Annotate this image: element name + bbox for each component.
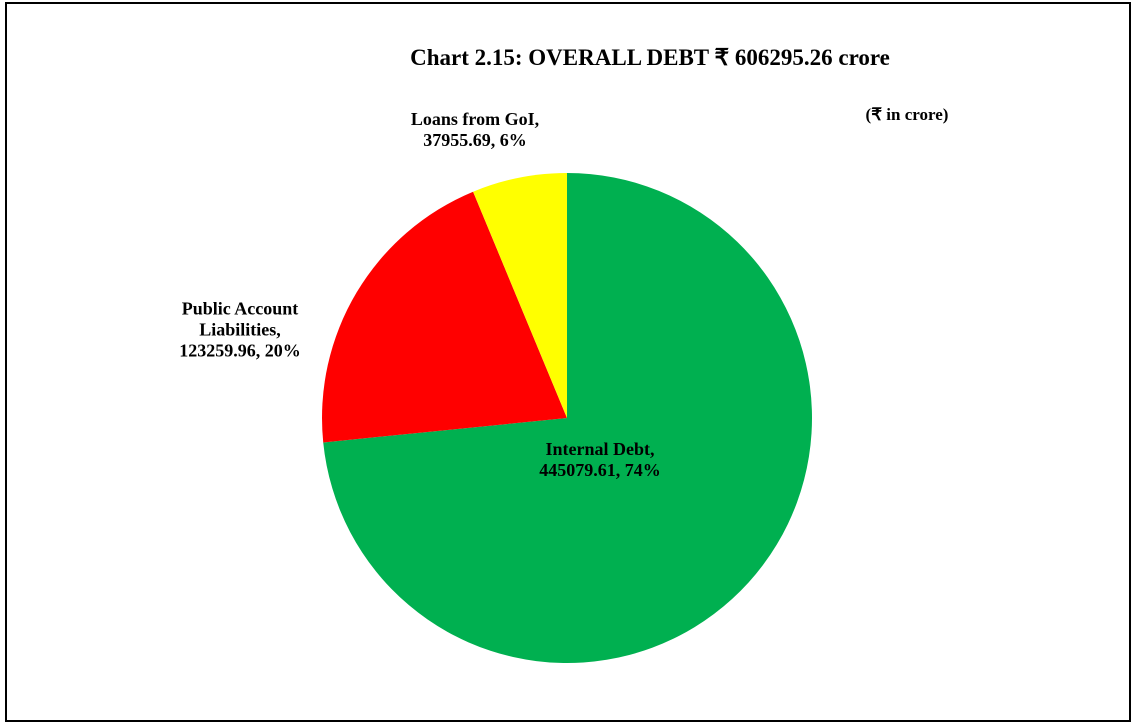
pie-slice (323, 173, 813, 663)
chart-title: Chart 2.15: OVERALL DEBT ₹ 606295.26 cro… (410, 45, 890, 70)
value-label: 445079.61, 74% (539, 460, 661, 480)
pie-slice (473, 173, 567, 418)
page: Chart 2.15: OVERALL DEBT ₹ 606295.26 cro… (5, 2, 1131, 722)
unit-note: (₹ in crore) (865, 105, 949, 124)
data-label: Internal Debt, 445079.61, 74% (500, 439, 700, 481)
chart (322, 173, 813, 663)
data-label: Public Account Liabilities, 123259.96, 20… (155, 299, 325, 362)
data-label: Loans from GoI, 37955.69, 6% (375, 109, 575, 151)
value-label: 37955.69, 6% (423, 130, 527, 150)
category-label: Loans from GoI, (410, 109, 540, 129)
value-label: 123259.96, 20% (179, 340, 301, 361)
category-label: Internal Debt, (545, 439, 655, 459)
pie-slice (322, 191, 567, 443)
category-label: Public Account Liabilities, (181, 298, 299, 340)
